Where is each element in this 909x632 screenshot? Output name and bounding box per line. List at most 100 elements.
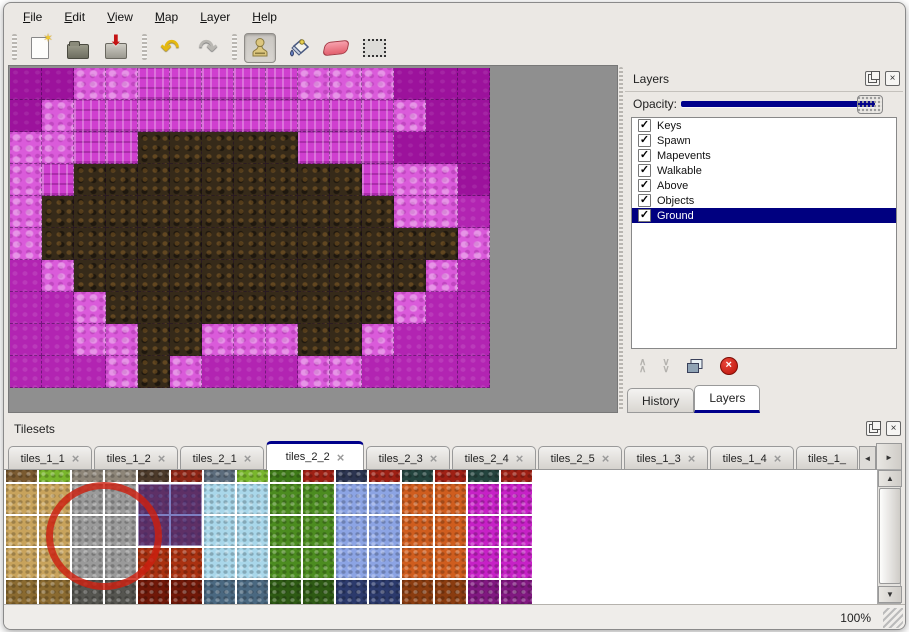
layer-visibility-checkbox[interactable]: ✓: [638, 194, 651, 207]
tileset-tile[interactable]: [336, 580, 367, 604]
map-tile[interactable]: [138, 324, 170, 356]
map-tile[interactable]: [362, 196, 394, 228]
select-button[interactable]: [358, 33, 390, 63]
tileset-tab-tiles_2_4[interactable]: tiles_2_4 ×: [452, 446, 536, 470]
map-tile[interactable]: [138, 292, 170, 324]
map-tile[interactable]: [298, 132, 330, 164]
map-tile[interactable]: [362, 68, 394, 100]
undo-button[interactable]: ↶: [154, 33, 186, 63]
tileset-tile[interactable]: [6, 470, 37, 482]
map-tile[interactable]: [138, 356, 170, 388]
map-tile[interactable]: [234, 260, 266, 292]
map-tile[interactable]: [170, 100, 202, 132]
tileset-tile[interactable]: [369, 484, 400, 514]
map-tile[interactable]: [330, 68, 362, 100]
map-tile[interactable]: [74, 196, 106, 228]
map-tile[interactable]: [330, 260, 362, 292]
close-tab-icon[interactable]: ×: [773, 451, 782, 466]
layer-row-objects[interactable]: ✓ Objects: [632, 193, 896, 208]
tileset-tile[interactable]: [402, 548, 433, 578]
map-tile[interactable]: [426, 164, 458, 196]
map-tile[interactable]: [330, 196, 362, 228]
map-tile[interactable]: [330, 164, 362, 196]
tileset-tile[interactable]: [138, 580, 169, 604]
tileset-scrollbar[interactable]: ▲ ▼: [877, 469, 902, 604]
map-tile[interactable]: [362, 292, 394, 324]
open-button[interactable]: [62, 33, 94, 63]
map-tile[interactable]: [266, 292, 298, 324]
tileset-tile[interactable]: [435, 548, 466, 578]
map-tile[interactable]: [394, 196, 426, 228]
tab-scroll-right-button[interactable]: ►: [876, 443, 902, 471]
layer-visibility-checkbox[interactable]: ✓: [638, 149, 651, 162]
map-tile[interactable]: [298, 356, 330, 388]
tileset-tab-tiles_2_2[interactable]: tiles_2_2 ×: [266, 441, 364, 470]
map-tile[interactable]: [362, 100, 394, 132]
close-tab-icon[interactable]: ×: [687, 451, 696, 466]
map-tile[interactable]: [106, 164, 138, 196]
tileset-tile[interactable]: [39, 470, 70, 482]
map-tile[interactable]: [74, 100, 106, 132]
tileset-tile[interactable]: [270, 580, 301, 604]
tileset-tile[interactable]: [435, 484, 466, 514]
map-tile[interactable]: [202, 260, 234, 292]
tileset-tile[interactable]: [6, 484, 37, 514]
tileset-tile[interactable]: [72, 470, 103, 482]
map-tile[interactable]: [10, 196, 42, 228]
menu-edit[interactable]: Edit: [64, 10, 86, 24]
map-tile[interactable]: [10, 132, 42, 164]
close-tab-icon[interactable]: ×: [157, 451, 166, 466]
tileset-tile[interactable]: [270, 516, 301, 546]
tileset-tab-tiles_1_1[interactable]: tiles_1_1 ×: [8, 446, 92, 470]
tileset-tab-tiles_2_3[interactable]: tiles_2_3 ×: [366, 446, 450, 470]
map-tile[interactable]: [106, 260, 138, 292]
toolbar-grip[interactable]: [232, 34, 237, 60]
map-tile[interactable]: [298, 324, 330, 356]
map-tile[interactable]: [362, 132, 394, 164]
map-tile[interactable]: [458, 356, 490, 388]
map-tile[interactable]: [394, 68, 426, 100]
map-tile[interactable]: [394, 164, 426, 196]
tileset-tile[interactable]: [204, 580, 235, 604]
map-tile[interactable]: [42, 132, 74, 164]
map-tile[interactable]: [266, 260, 298, 292]
map-tile[interactable]: [266, 356, 298, 388]
map-tile[interactable]: [42, 228, 74, 260]
map-tile[interactable]: [266, 132, 298, 164]
map-tile[interactable]: [234, 356, 266, 388]
close-tab-icon[interactable]: ×: [515, 451, 524, 466]
map-tile[interactable]: [426, 324, 458, 356]
map-tile[interactable]: [426, 228, 458, 260]
layer-visibility-checkbox[interactable]: ✓: [638, 134, 651, 147]
map-tile[interactable]: [330, 356, 362, 388]
tileset-tile[interactable]: [336, 548, 367, 578]
close-tab-icon[interactable]: ×: [429, 451, 438, 466]
map-tile[interactable]: [362, 324, 394, 356]
map-tile[interactable]: [10, 356, 42, 388]
map-tile[interactable]: [298, 68, 330, 100]
close-tab-icon[interactable]: ×: [243, 451, 252, 466]
layer-row-mapevents[interactable]: ✓ Mapevents: [632, 148, 896, 163]
tileset-tile[interactable]: [336, 470, 367, 482]
tileset-tile[interactable]: [501, 516, 532, 546]
map-tile[interactable]: [298, 260, 330, 292]
tileset-tile[interactable]: [402, 470, 433, 482]
tileset-tile[interactable]: [303, 580, 334, 604]
new-button[interactable]: [24, 31, 56, 63]
map-canvas[interactable]: [8, 65, 618, 413]
map-tile[interactable]: [394, 132, 426, 164]
map-tile[interactable]: [170, 356, 202, 388]
tileset-tile[interactable]: [501, 484, 532, 514]
map-tile[interactable]: [426, 100, 458, 132]
menu-map[interactable]: Map: [154, 10, 179, 24]
map-tile[interactable]: [42, 356, 74, 388]
map-tile[interactable]: [298, 292, 330, 324]
delete-layer-button[interactable]: ×: [719, 357, 738, 375]
map-tile[interactable]: [138, 164, 170, 196]
map-tile[interactable]: [330, 228, 362, 260]
map-tile[interactable]: [10, 292, 42, 324]
map-tile[interactable]: [170, 324, 202, 356]
map-tile[interactable]: [74, 260, 106, 292]
tileset-tile[interactable]: [270, 470, 301, 482]
tileset-tile[interactable]: [369, 516, 400, 546]
